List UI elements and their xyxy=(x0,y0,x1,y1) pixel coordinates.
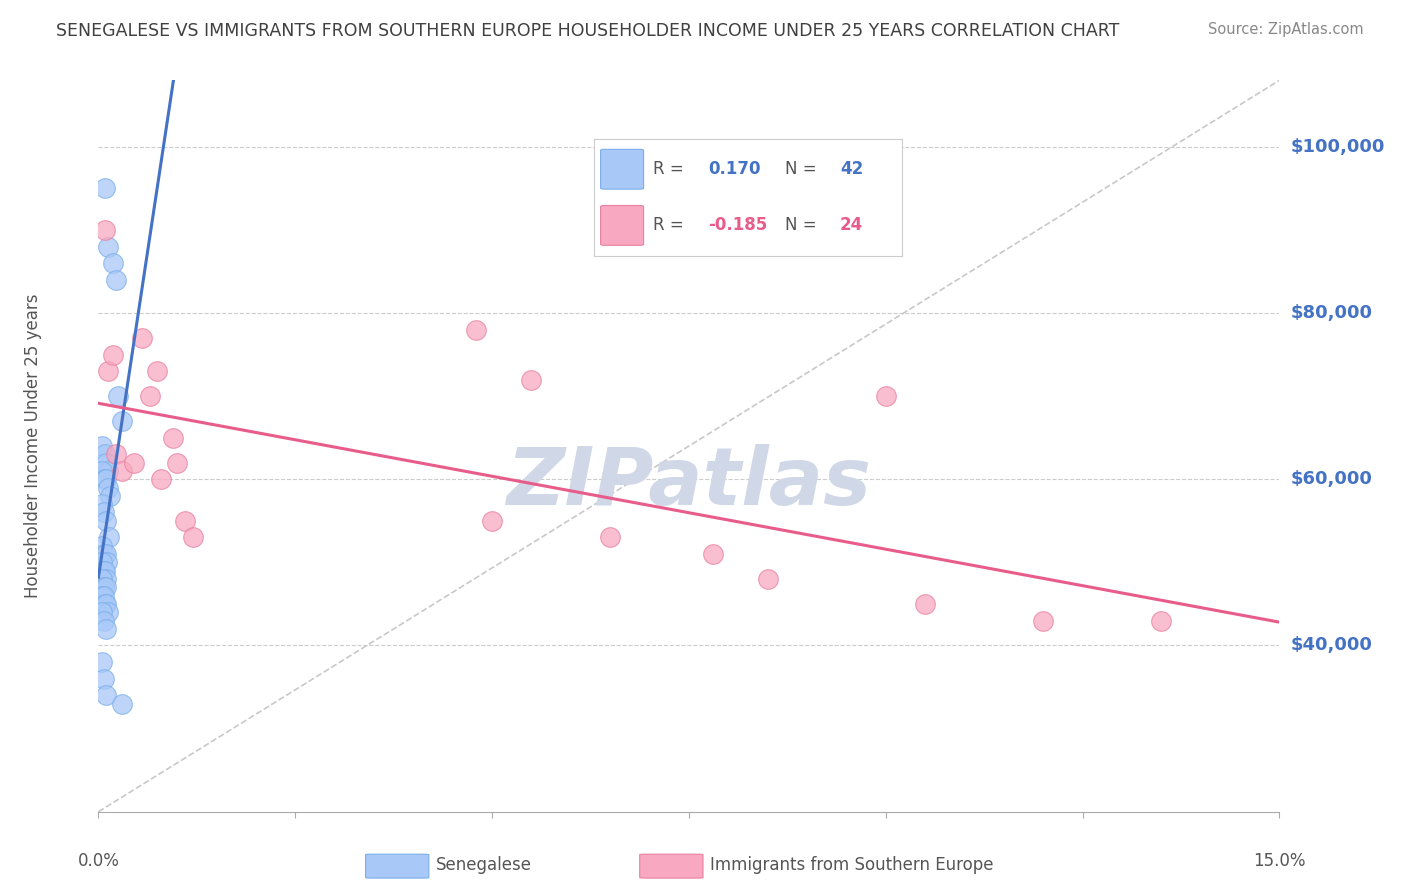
Point xyxy=(101,256,124,270)
Text: 24: 24 xyxy=(841,217,863,235)
Point xyxy=(93,564,115,578)
Point xyxy=(94,689,117,703)
Point xyxy=(96,572,118,586)
Text: R =: R = xyxy=(652,161,683,178)
Text: Householder Income Under 25 years: Householder Income Under 25 years xyxy=(24,293,42,599)
Point xyxy=(93,672,115,686)
Text: 0.0%: 0.0% xyxy=(77,852,120,870)
Point xyxy=(93,597,115,611)
Point xyxy=(94,547,117,561)
Point xyxy=(91,464,114,478)
Text: Immigrants from Southern Europe: Immigrants from Southern Europe xyxy=(710,856,994,874)
Text: 0.170: 0.170 xyxy=(709,161,761,178)
Point xyxy=(91,655,114,669)
Point xyxy=(138,389,160,403)
Point xyxy=(914,597,936,611)
Text: $40,000: $40,000 xyxy=(1291,637,1372,655)
Point xyxy=(599,530,621,544)
Point xyxy=(93,580,115,594)
Point xyxy=(97,481,120,495)
Point xyxy=(111,414,134,428)
Point xyxy=(1032,614,1054,628)
Point xyxy=(93,589,115,603)
Point xyxy=(181,530,204,544)
Point xyxy=(97,605,120,619)
Point xyxy=(93,564,115,578)
Point xyxy=(166,456,188,470)
Point xyxy=(91,555,114,569)
Point xyxy=(94,580,117,594)
Point xyxy=(91,539,114,553)
Point xyxy=(146,364,169,378)
Text: R =: R = xyxy=(652,217,683,235)
Point xyxy=(101,348,124,362)
FancyBboxPatch shape xyxy=(366,855,429,878)
Text: $60,000: $60,000 xyxy=(1291,470,1372,488)
Point xyxy=(93,472,115,486)
Point xyxy=(96,514,118,528)
Text: N =: N = xyxy=(785,161,817,178)
Point xyxy=(481,514,503,528)
Point xyxy=(465,323,488,337)
Point xyxy=(93,181,115,195)
Point xyxy=(98,489,121,503)
Point xyxy=(97,530,120,544)
Point xyxy=(93,614,115,628)
Point xyxy=(93,506,115,520)
Point xyxy=(97,239,120,253)
Point xyxy=(162,431,184,445)
Text: 42: 42 xyxy=(841,161,863,178)
FancyBboxPatch shape xyxy=(640,855,703,878)
Text: Source: ZipAtlas.com: Source: ZipAtlas.com xyxy=(1208,22,1364,37)
Text: 15.0%: 15.0% xyxy=(1253,852,1306,870)
Text: -0.185: -0.185 xyxy=(709,217,768,235)
Point xyxy=(111,464,134,478)
Point xyxy=(122,456,145,470)
FancyBboxPatch shape xyxy=(600,205,644,245)
Text: $80,000: $80,000 xyxy=(1291,304,1372,322)
Point xyxy=(97,364,120,378)
Point xyxy=(875,389,897,403)
Point xyxy=(91,589,114,603)
Text: SENEGALESE VS IMMIGRANTS FROM SOUTHERN EUROPE HOUSEHOLDER INCOME UNDER 25 YEARS : SENEGALESE VS IMMIGRANTS FROM SOUTHERN E… xyxy=(56,22,1119,40)
Point xyxy=(756,572,779,586)
Text: ZIPatlas: ZIPatlas xyxy=(506,443,872,522)
Point xyxy=(97,464,120,478)
Point xyxy=(96,472,118,486)
Point xyxy=(91,497,114,511)
Point xyxy=(520,372,543,386)
Text: N =: N = xyxy=(785,217,817,235)
Point xyxy=(104,273,127,287)
Point xyxy=(96,555,118,569)
Point xyxy=(91,572,114,586)
Text: Senegalese: Senegalese xyxy=(436,856,531,874)
Point xyxy=(96,456,118,470)
Point xyxy=(174,514,197,528)
Point xyxy=(104,447,127,461)
Point xyxy=(93,447,115,461)
Text: $100,000: $100,000 xyxy=(1291,137,1385,156)
Point xyxy=(93,223,115,237)
FancyBboxPatch shape xyxy=(600,149,644,189)
Point xyxy=(91,439,114,453)
Point xyxy=(96,622,118,636)
Point xyxy=(91,605,114,619)
Point xyxy=(111,697,134,711)
Point xyxy=(702,547,724,561)
Point xyxy=(107,389,129,403)
Point xyxy=(131,331,153,345)
Point xyxy=(1150,614,1173,628)
Point xyxy=(93,547,115,561)
Point xyxy=(150,472,173,486)
Point xyxy=(96,597,118,611)
